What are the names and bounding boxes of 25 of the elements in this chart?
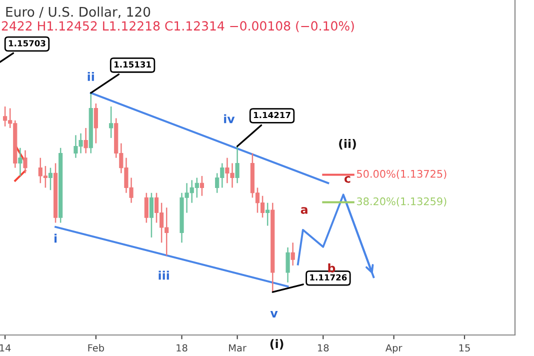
text: (i) (270, 339, 284, 350)
text: 1.15703 (8, 40, 46, 46)
x-tick-label: Feb (88, 344, 104, 352)
text: ii (88, 72, 94, 81)
chart-title: Euro / U.S. Dollar, 120 (6, 6, 150, 18)
x-tick-label: 15 (459, 344, 470, 352)
annotation: 38.20%(1.13259) (357, 197, 446, 206)
x-tick-label: Mar (229, 344, 246, 352)
x-tick-label: 18 (318, 344, 329, 352)
x-tick-label: 18 (176, 344, 188, 352)
x-tick-label: Apr (385, 344, 402, 354)
annotation: 1.15131 (114, 61, 151, 68)
annotation: iii (158, 270, 169, 280)
annotation: a (300, 207, 308, 214)
annotation: i (54, 234, 57, 243)
annotation: iv (224, 114, 235, 124)
chart-subtitle: 2422 H1.12452 L1.12218 C1.12314 −0.00108 (−0.10%) (2, 20, 354, 32)
annotation: b (328, 263, 336, 272)
annotation: 1.11726 (310, 274, 347, 281)
annotation: 50.00%(1.13725) (357, 170, 446, 180)
annotation: (ii) (339, 138, 356, 150)
annotation: c (344, 176, 350, 183)
x-tick-label: 14 (0, 344, 11, 352)
annotation: 1.14217 (254, 112, 290, 118)
text: v (270, 311, 278, 318)
